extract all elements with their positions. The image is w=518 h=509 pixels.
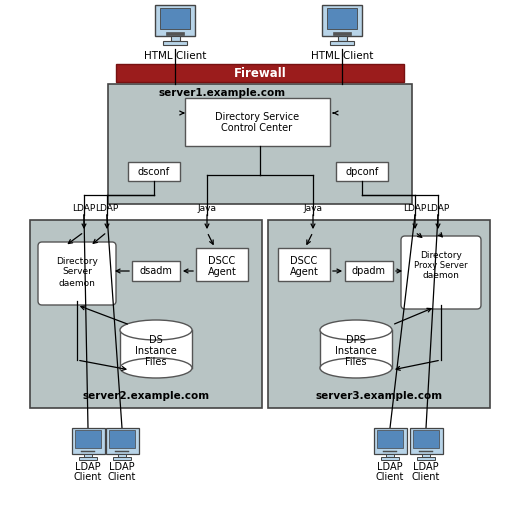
Bar	[320, 330, 392, 368]
Text: LDAP: LDAP	[95, 204, 119, 212]
Bar	[160, 8, 190, 30]
Ellipse shape	[320, 320, 392, 340]
Text: Files: Files	[346, 357, 367, 367]
Bar	[419, 450, 433, 453]
Bar	[132, 261, 180, 281]
Bar	[381, 457, 399, 460]
Text: Control Center: Control Center	[221, 123, 293, 133]
Bar	[75, 430, 100, 448]
Bar	[383, 450, 397, 453]
Text: dsadm: dsadm	[139, 266, 172, 276]
Text: LDAP: LDAP	[426, 204, 450, 212]
Bar	[327, 8, 357, 30]
Bar	[345, 261, 393, 281]
Text: LDAP: LDAP	[109, 462, 135, 472]
Text: Instance: Instance	[335, 346, 377, 356]
Bar	[196, 248, 248, 281]
Text: dsconf: dsconf	[138, 167, 170, 177]
Bar	[373, 428, 407, 454]
Text: Directory: Directory	[56, 257, 98, 266]
Text: HTML Client: HTML Client	[144, 51, 206, 61]
Bar	[128, 162, 180, 181]
Bar	[330, 41, 354, 45]
Bar	[115, 450, 129, 453]
Text: Java: Java	[197, 204, 217, 212]
FancyBboxPatch shape	[401, 236, 481, 309]
Text: DS: DS	[149, 335, 163, 345]
Bar	[120, 330, 192, 368]
Text: LDAP: LDAP	[377, 462, 403, 472]
Text: Client: Client	[74, 472, 102, 482]
Text: dpconf: dpconf	[346, 167, 379, 177]
Text: Agent: Agent	[208, 267, 236, 277]
Text: Client: Client	[376, 472, 404, 482]
Bar	[155, 5, 195, 36]
Text: Agent: Agent	[290, 267, 319, 277]
Text: LDAP: LDAP	[73, 204, 96, 212]
Text: Proxy Server: Proxy Server	[414, 261, 468, 269]
Ellipse shape	[120, 320, 192, 340]
Text: Directory Service: Directory Service	[215, 112, 299, 122]
Text: server3.example.com: server3.example.com	[315, 391, 442, 401]
Text: Directory: Directory	[420, 250, 462, 260]
Bar	[84, 454, 92, 457]
Bar	[336, 162, 388, 181]
Bar	[422, 454, 430, 457]
Bar	[386, 454, 394, 457]
Bar	[322, 5, 362, 36]
Bar	[333, 32, 351, 35]
Text: dpadm: dpadm	[352, 266, 386, 276]
Bar	[185, 98, 330, 146]
Bar	[118, 454, 126, 457]
Bar	[413, 430, 439, 448]
FancyBboxPatch shape	[38, 242, 116, 305]
Bar	[163, 41, 186, 45]
Bar	[170, 36, 180, 41]
Bar	[109, 430, 135, 448]
Text: Client: Client	[108, 472, 136, 482]
Text: Server: Server	[62, 268, 92, 276]
Bar	[338, 36, 347, 41]
Bar	[268, 220, 490, 408]
Bar	[106, 428, 138, 454]
Text: LDAP: LDAP	[413, 462, 439, 472]
Text: Instance: Instance	[135, 346, 177, 356]
Ellipse shape	[120, 358, 192, 378]
Text: daemon: daemon	[423, 270, 459, 279]
Bar	[166, 32, 184, 35]
Text: DSCC: DSCC	[208, 256, 236, 266]
Bar	[71, 428, 105, 454]
Text: DSCC: DSCC	[291, 256, 318, 266]
Text: Java: Java	[304, 204, 323, 212]
Bar	[30, 220, 262, 408]
Text: LDAP: LDAP	[75, 462, 101, 472]
Bar	[81, 450, 95, 453]
Text: HTML Client: HTML Client	[311, 51, 373, 61]
Text: DPS: DPS	[346, 335, 366, 345]
Bar	[108, 84, 412, 204]
Bar	[113, 457, 131, 460]
Text: Client: Client	[412, 472, 440, 482]
Bar	[278, 248, 330, 281]
Ellipse shape	[320, 358, 392, 378]
Text: LDAP: LDAP	[404, 204, 427, 212]
Text: Files: Files	[145, 357, 167, 367]
Bar	[417, 457, 435, 460]
Text: daemon: daemon	[59, 278, 95, 288]
Bar	[116, 64, 404, 82]
Text: Firewall: Firewall	[234, 67, 286, 79]
Text: server1.example.com: server1.example.com	[159, 88, 285, 98]
Text: server2.example.com: server2.example.com	[82, 391, 210, 401]
Bar	[377, 430, 403, 448]
Bar	[79, 457, 97, 460]
Bar	[410, 428, 442, 454]
